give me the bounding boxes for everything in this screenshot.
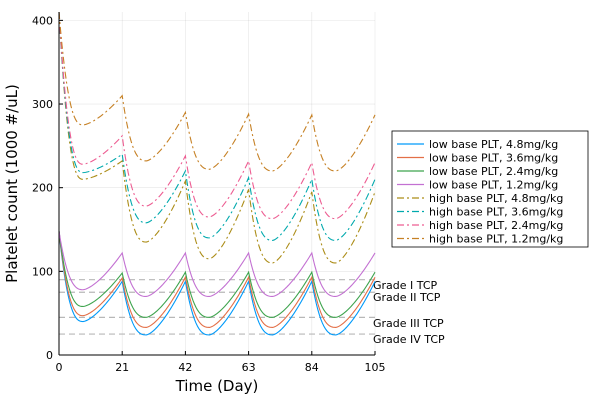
- y-tick-label: 100: [32, 265, 53, 278]
- series-line: [58, 11, 376, 172]
- series-line: [58, 11, 376, 241]
- series-line: [58, 11, 376, 264]
- legend-entry: low base PLT, 1.2mg/kg: [429, 179, 558, 192]
- y-tick-label: 200: [32, 182, 53, 195]
- x-tick-label: 105: [365, 361, 386, 374]
- legend-entry: high base PLT, 3.6mg/kg: [429, 206, 563, 219]
- legend-entry: low base PLT, 4.8mg/kg: [429, 138, 558, 151]
- legend-entry: low base PLT, 3.6mg/kg: [429, 152, 558, 165]
- legend-entry: high base PLT, 4.8mg/kg: [429, 192, 563, 205]
- series-lines: [58, 11, 376, 336]
- legend-entry: high base PLT, 2.4mg/kg: [429, 219, 563, 232]
- legend-box: [391, 130, 589, 248]
- series-line: [58, 231, 376, 297]
- series-line: [58, 11, 376, 220]
- x-tick-label: 21: [115, 361, 129, 374]
- x-tick-label: 42: [178, 361, 192, 374]
- series-line: [58, 231, 376, 336]
- x-tick-label: 63: [242, 361, 256, 374]
- series-line: [58, 231, 376, 328]
- legend-entry: high base PLT, 1.2mg/kg: [429, 233, 563, 246]
- legend-entry: low base PLT, 2.4mg/kg: [429, 165, 558, 178]
- x-tick-label: 0: [56, 361, 63, 374]
- tcp-reference-label: Grade III TCP: [373, 317, 444, 330]
- x-tick-label: 84: [305, 361, 319, 374]
- y-tick-label: 300: [32, 98, 53, 111]
- tcp-reference-label: Grade II TCP: [373, 291, 441, 304]
- tcp-reference-label: Grade I TCP: [373, 279, 438, 292]
- x-axis-title: Time (Day): [175, 377, 259, 395]
- y-tick-label: 400: [32, 14, 53, 27]
- series-line: [58, 231, 376, 318]
- y-tick-label: 0: [46, 349, 53, 362]
- axes: 0 21 42 63 84 105 0 100 200 300 400: [32, 12, 386, 374]
- y-axis-title: Platelet count (1000 #/uL): [3, 84, 21, 283]
- tcp-reference-label: Grade IV TCP: [373, 333, 445, 346]
